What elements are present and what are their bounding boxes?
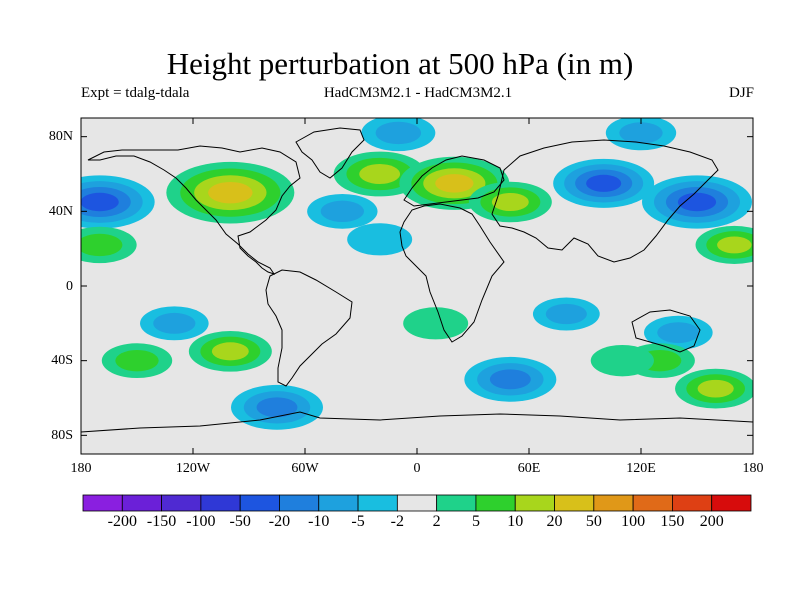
anomaly-contour [211,342,249,361]
colorbar-label: 50 [585,513,602,530]
anomaly-center [231,384,323,430]
anomaly-center [403,307,469,340]
anomaly-center [468,181,552,223]
x-tick-label: 120E [626,461,656,476]
x-tick-label: 180 [742,461,764,476]
anomaly-field [81,118,753,454]
y-tick-label: 40N [48,204,73,219]
x-tick-label: 60W [291,461,319,476]
anomaly-contour [81,233,123,257]
anomaly-center [81,175,155,229]
x-tick-label: 60E [517,461,541,476]
colorbar-label: -50 [229,513,251,530]
anomaly-center [590,344,654,377]
colorbar-label: 150 [660,513,685,530]
colorbar-label: -200 [107,513,137,530]
coastline-greenland [295,127,365,179]
anomaly-contour [697,379,734,398]
colorbar-label: -5 [351,513,365,530]
x-tick-label: 0 [413,461,421,476]
colorbar-label: 200 [699,513,724,530]
colorbar-label: -150 [146,513,177,530]
anomaly-center [347,223,413,256]
anomaly-contour [619,122,663,144]
anomaly-center [361,118,436,152]
anomaly-contour [435,174,474,193]
anomaly-center [464,356,557,402]
coastlines [81,127,753,433]
anomaly-center [101,343,173,379]
plot-title: Height perturbation at 500 hPa (in m) [166,46,634,81]
anomaly-center [553,158,655,208]
anomaly-contour [320,200,364,223]
anomaly-contour [545,303,587,325]
colorbar-label: -2 [390,513,404,530]
anomaly-contour [375,121,422,145]
colorbar-label: 20 [546,513,563,530]
anomaly-center [695,225,753,264]
x-tick-label: 180 [70,461,92,476]
colorbar-label: 2 [432,513,441,530]
anomaly-contour [657,322,700,344]
anomaly-center [675,368,753,409]
colorbar-label: 5 [471,513,480,530]
anomaly-contour [208,181,253,204]
coastline-africa-europe [399,203,505,343]
anomaly-contour [359,164,401,184]
anomaly-contour [491,192,529,212]
y-tick-label: 80N [48,129,73,144]
anomaly-contour [115,349,159,372]
anomaly-center [532,297,600,331]
colorbar-label: -100 [186,513,216,530]
anomaly-contour [677,192,717,212]
coastline-europe [403,155,505,207]
colorbar-label: 100 [621,513,646,530]
anomaly-contour [153,312,196,334]
anomaly-center [140,306,209,341]
colorbar-label: 10 [507,513,524,530]
x-tick-label: 120W [175,461,211,476]
anomaly-center [166,161,295,224]
y-tick-label: 80S [51,428,73,443]
y-tick-label: 0 [66,279,73,294]
anomaly-center [81,226,137,264]
season-label: DJF [728,85,754,101]
coastline-south-america [265,269,353,387]
anomaly-center [605,118,677,151]
anomaly-center [307,193,378,229]
anomaly-center [188,331,272,372]
y-tick-label: 40S [51,353,73,368]
anomaly-contour [403,307,469,340]
coastline-asia [491,139,719,263]
anomaly-contour [590,344,654,377]
anomaly-contour [489,369,531,390]
anomaly-contour [717,236,752,254]
anomaly-contour [586,174,622,192]
axis-ticks [80,118,754,454]
coastline-north-america [87,145,301,275]
anomaly-contour [256,397,298,418]
anomaly-contour [347,223,413,256]
anomaly-center [642,175,752,229]
anomaly-contour [81,192,119,212]
colorbar-label: -20 [268,513,291,530]
experiment-label: Expt = tdalg-tdala [81,85,190,101]
colorbar-label: -10 [308,513,330,530]
coastline-australia [631,309,701,353]
model-label: HadCM3M2.1 - HadCM3M2.1 [323,85,513,101]
coastline-antarctica [81,411,753,433]
